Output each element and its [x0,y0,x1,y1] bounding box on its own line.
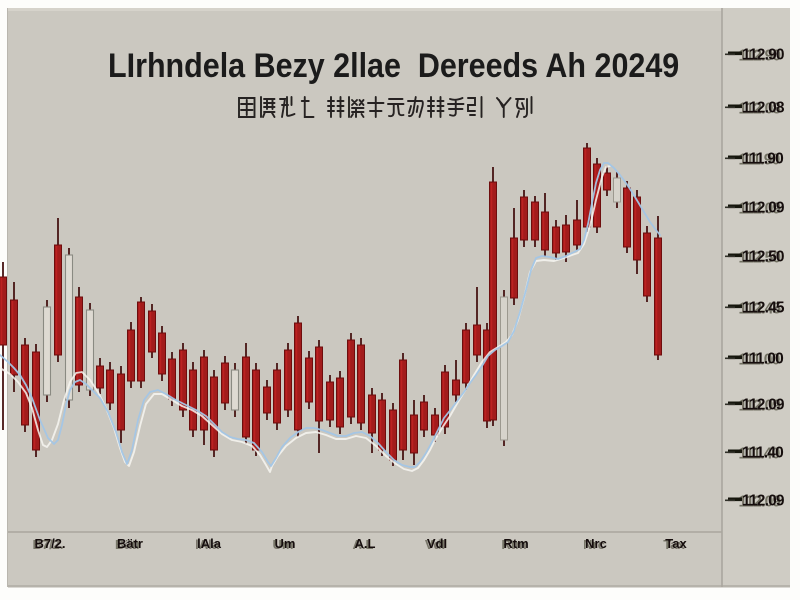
svg-text:Um: Um [273,537,294,552]
svg-text:111.90: 111.90 [739,152,780,169]
svg-text:112.08: 112.08 [742,100,785,117]
svg-text:Um: Um [275,536,296,551]
svg-text:111.00: 111.00 [742,351,783,368]
svg-text:111.90: 111.90 [742,151,783,168]
svg-text:112.09: 112.09 [742,397,785,414]
svg-text:A.L: A.L [353,537,374,552]
svg-text:B7/2.: B7/2. [32,537,63,552]
svg-text:111.40: 111.40 [739,446,780,463]
svg-text:Bätr: Bätr [115,537,141,552]
svg-text:112.09: 112.09 [739,398,782,415]
svg-text:VdI: VdI [425,537,445,552]
svg-text:111.00: 111.00 [739,352,780,369]
svg-text:112.50: 112.50 [739,250,781,267]
svg-text:112.90: 112.90 [739,48,781,65]
svg-text:Bätr: Bätr [117,536,143,551]
svg-text:112.08: 112.08 [739,101,782,118]
svg-text:Tax: Tax [663,537,685,552]
svg-text:111.40: 111.40 [742,445,783,462]
svg-text:Rtm: Rtm [501,537,526,552]
svg-text:112.09: 112.09 [739,494,782,511]
svg-text:A.L: A.L [355,536,376,551]
svg-text:VdI: VdI [427,536,447,551]
svg-text:Nrc: Nrc [585,536,607,551]
svg-text:112.09: 112.09 [742,493,785,510]
svg-text:112.09: 112.09 [742,200,785,217]
svg-text:112.90: 112.90 [742,47,784,64]
svg-text:Nrc: Nrc [583,537,605,552]
svg-text:B7/2.: B7/2. [34,536,65,551]
svg-text:112.45: 112.45 [742,300,785,317]
svg-text:Rtm: Rtm [503,536,528,551]
svg-text:lAla: lAla [197,536,222,551]
svg-text:LIrhndela Bezy 2llae Dereeds: LIrhndela Bezy 2llae Dereeds Ah 20249 [108,47,679,85]
svg-text:112.50: 112.50 [742,249,784,266]
svg-text:112.45: 112.45 [739,301,782,318]
svg-text:lAla: lAla [195,537,220,552]
svg-text:Tax: Tax [665,536,687,551]
svg-text:112.09: 112.09 [739,201,782,218]
